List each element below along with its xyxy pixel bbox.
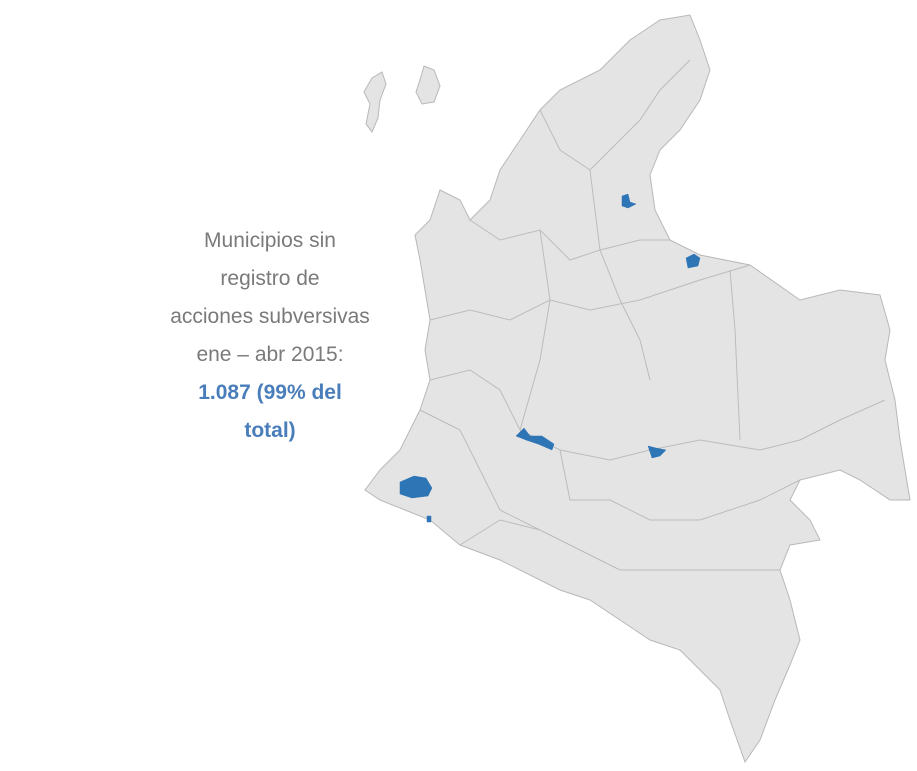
municipality	[399, 475, 433, 499]
island	[415, 65, 441, 105]
municipality	[426, 515, 432, 523]
department-borders	[419, 59, 886, 571]
municipality	[647, 445, 667, 459]
caption: Municipios sin registro de acciones subv…	[170, 222, 370, 450]
caption-line: acciones subversivas	[170, 305, 370, 328]
municipality	[515, 427, 555, 451]
municipality	[685, 253, 701, 269]
country-outline	[364, 14, 911, 764]
caption-line: ene – abr 2015:	[196, 343, 344, 366]
caption-line: Municipios sin registro de	[204, 229, 336, 290]
municipality	[621, 193, 637, 209]
highlighted-municipalities	[399, 193, 701, 523]
island	[363, 71, 387, 133]
caption-highlight: 1.087 (99% del total)	[198, 381, 342, 442]
